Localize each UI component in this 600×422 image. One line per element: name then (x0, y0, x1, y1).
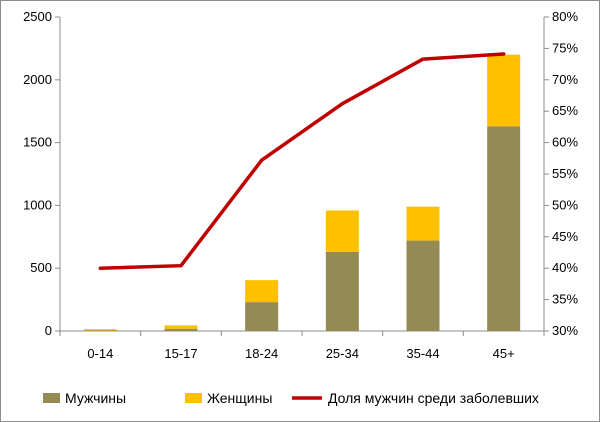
bar-female (487, 54, 521, 127)
bar-male (406, 240, 440, 331)
male-share-point (179, 264, 183, 268)
bar-male (164, 328, 198, 331)
legend-share-label: Доля мужчин среди заболевших (328, 390, 539, 406)
male-share-line (98, 52, 506, 270)
x-tick-label: 25-34 (326, 346, 359, 361)
legend-female-swatch (185, 393, 202, 403)
y-left-tick-label: 2000 (23, 72, 52, 87)
legend-male: Мужчины (43, 390, 126, 406)
bar-female (406, 206, 440, 241)
bar-male (487, 126, 521, 331)
line-layer (98, 52, 506, 270)
male-share-point (98, 266, 102, 270)
male-share-point (502, 52, 506, 56)
x-tick-label: 35-44 (406, 346, 439, 361)
male-share-point (340, 102, 344, 106)
y-right-tick-label: 70% (552, 72, 578, 87)
y-right-tick-label: 60% (552, 135, 578, 150)
y-right-tick-label: 40% (552, 260, 578, 275)
y-left-tick-label: 1000 (23, 197, 52, 212)
y-left-tick-label: 1500 (23, 135, 52, 150)
y-right-tick-label: 30% (552, 323, 578, 338)
y-left-tick-label: 2500 (23, 9, 52, 24)
axes-layer (55, 16, 549, 336)
bar-male (325, 251, 359, 331)
bar-female (325, 210, 359, 252)
male-share-point (421, 57, 425, 61)
bars-layer (83, 54, 521, 331)
x-tick-label: 45+ (493, 346, 515, 361)
x-tick-label: 0-14 (87, 346, 113, 361)
bar-female (245, 280, 279, 303)
bar-female (164, 325, 198, 329)
bar-male (245, 302, 279, 331)
y-right-tick-label: 50% (552, 197, 578, 212)
y-right-tick-label: 45% (552, 229, 578, 244)
male-share-point (260, 158, 264, 162)
x-tick-label: 15-17 (164, 346, 197, 361)
bar-male (83, 330, 117, 331)
labels-layer: 0 500 1000 1500 2000 2500 30% 35% 40% 45% 50% 55% 60… (23, 9, 578, 361)
y-right-tick-label: 55% (552, 166, 578, 181)
legend-male-swatch (43, 393, 60, 403)
x-tick-label: 18-24 (245, 346, 278, 361)
bar-female (83, 329, 117, 331)
y-right-tick-label: 75% (552, 40, 578, 55)
legend-male-label: Мужчины (65, 390, 126, 406)
y-left-tick-label: 500 (30, 260, 52, 275)
y-right-tick-label: 65% (552, 103, 578, 118)
y-right-tick-label: 80% (552, 9, 578, 24)
y-right-tick-label: 35% (552, 292, 578, 307)
legend-female: Женщины (185, 390, 272, 406)
legend-share: Доля мужчин среди заболевших (292, 390, 539, 406)
legend-layer: Мужчины Женщины Доля мужчин среди заболевш… (43, 390, 539, 406)
legend-female-label: Женщины (207, 390, 272, 406)
y-left-tick-label: 0 (45, 323, 52, 338)
